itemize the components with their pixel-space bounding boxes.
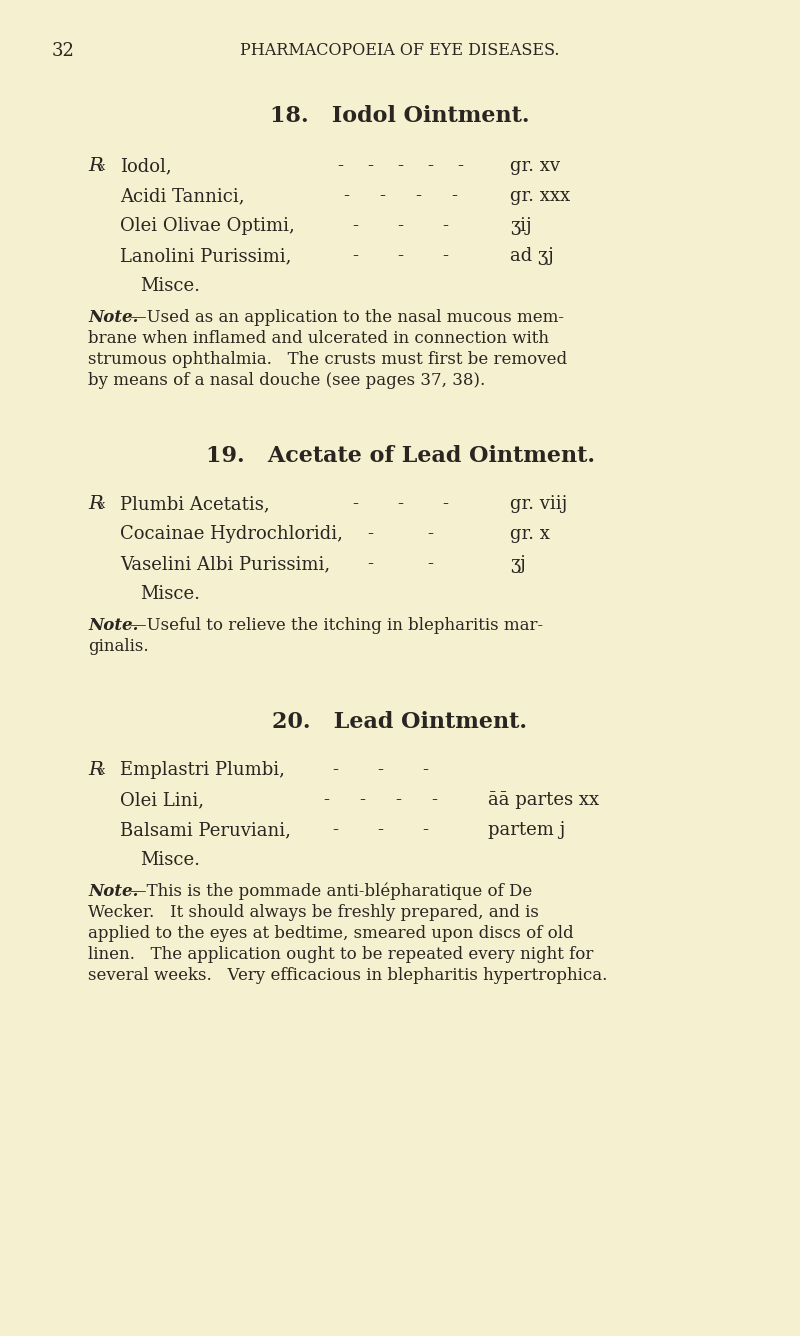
Text: -: - [352,216,358,235]
Text: —Useful to relieve the itching in blepharitis mar-: —Useful to relieve the itching in blepha… [130,617,543,635]
Text: R: R [88,762,102,779]
Text: āā partes xx: āā partes xx [488,791,599,810]
Text: R: R [88,496,102,513]
Text: ginalis.: ginalis. [88,639,149,655]
Text: Misce.: Misce. [140,277,200,295]
Text: -: - [332,762,338,779]
Text: Olei Olivae Optimi,: Olei Olivae Optimi, [120,216,294,235]
Text: Note.: Note. [88,309,138,326]
Text: Balsami Peruviani,: Balsami Peruviani, [120,822,291,839]
Text: ʒj: ʒj [510,554,526,573]
Text: Cocainae Hydrochloridi,: Cocainae Hydrochloridi, [120,525,343,542]
Text: 32: 32 [52,41,75,60]
Text: gr. xv: gr. xv [510,158,560,175]
Text: -: - [422,762,428,779]
Text: -: - [359,791,365,810]
Text: Misce.: Misce. [140,851,200,868]
Text: -: - [397,496,403,513]
Text: linen.   The application ought to be repeated every night for: linen. The application ought to be repea… [88,946,594,963]
Text: -: - [442,216,448,235]
Text: x: x [99,766,106,776]
Text: gr. xxx: gr. xxx [510,187,570,204]
Text: -: - [352,247,358,265]
Text: applied to the eyes at bedtime, smeared upon discs of old: applied to the eyes at bedtime, smeared … [88,925,574,942]
Text: -: - [457,158,463,175]
Text: Wecker.   It should always be freshly prepared, and is: Wecker. It should always be freshly prep… [88,904,539,921]
Text: Note.: Note. [88,883,138,900]
Text: -: - [337,158,343,175]
Text: 19.   Acetate of Lead Ointment.: 19. Acetate of Lead Ointment. [206,445,594,468]
Text: -: - [377,822,383,839]
Text: -: - [397,158,403,175]
Text: Vaselini Albi Purissimi,: Vaselini Albi Purissimi, [120,554,330,573]
Text: Iodol,: Iodol, [120,158,172,175]
Text: -: - [367,554,373,573]
Text: Misce.: Misce. [140,585,200,603]
Text: PHARMACOPOEIA OF EYE DISEASES.: PHARMACOPOEIA OF EYE DISEASES. [240,41,560,59]
Text: gr. x: gr. x [510,525,550,542]
Text: -: - [427,525,433,542]
Text: -: - [377,762,383,779]
Text: gr. viij: gr. viij [510,496,567,513]
Text: —Used as an application to the nasal mucous mem-: —Used as an application to the nasal muc… [130,309,564,326]
Text: Note.: Note. [88,617,138,635]
Text: Acidi Tannici,: Acidi Tannici, [120,187,245,204]
Text: Plumbi Acetatis,: Plumbi Acetatis, [120,496,270,513]
Text: -: - [323,791,329,810]
Text: —This is the pommade anti-blépharatique of De: —This is the pommade anti-blépharatique … [130,883,532,900]
Text: ad ʒj: ad ʒj [510,247,554,265]
Text: -: - [395,791,401,810]
Text: -: - [379,187,385,204]
Text: -: - [332,822,338,839]
Text: Emplastri Plumbi,: Emplastri Plumbi, [120,762,285,779]
Text: -: - [431,791,437,810]
Text: -: - [442,247,448,265]
Text: x: x [99,500,106,510]
Text: ʒij: ʒij [510,216,532,235]
Text: by means of a nasal douche (see pages 37, 38).: by means of a nasal douche (see pages 37… [88,371,486,389]
Text: brane when inflamed and ulcerated in connection with: brane when inflamed and ulcerated in con… [88,330,549,347]
Text: -: - [367,525,373,542]
Text: -: - [427,554,433,573]
Text: R: R [88,158,102,175]
Text: -: - [442,496,448,513]
Text: 20.   Lead Ointment.: 20. Lead Ointment. [273,711,527,733]
Text: -: - [397,216,403,235]
Text: -: - [367,158,373,175]
Text: Lanolini Purissimi,: Lanolini Purissimi, [120,247,291,265]
Text: strumous ophthalmia.   The crusts must first be removed: strumous ophthalmia. The crusts must fir… [88,351,567,367]
Text: 18.   Iodol Ointment.: 18. Iodol Ointment. [270,106,530,127]
Text: -: - [415,187,421,204]
Text: -: - [352,496,358,513]
Text: -: - [397,247,403,265]
Text: several weeks.   Very efficacious in blepharitis hypertrophica.: several weeks. Very efficacious in bleph… [88,967,607,985]
Text: x: x [99,162,106,172]
Text: Olei Lini,: Olei Lini, [120,791,204,810]
Text: -: - [427,158,433,175]
Text: -: - [451,187,457,204]
Text: -: - [422,822,428,839]
Text: -: - [343,187,349,204]
Text: partem j: partem j [488,822,566,839]
